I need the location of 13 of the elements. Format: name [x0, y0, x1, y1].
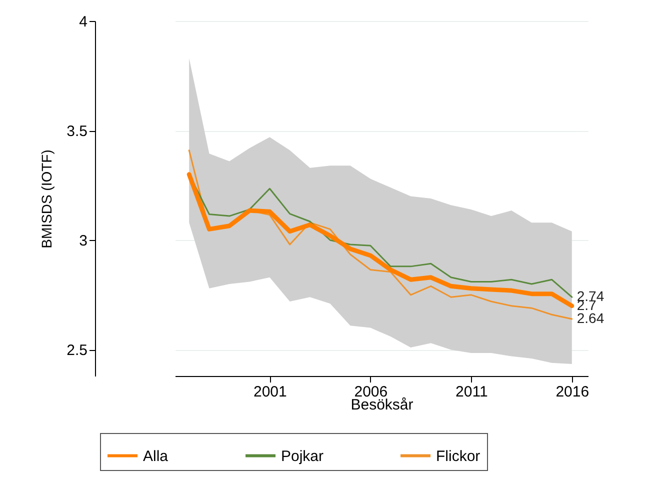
y-tick-label: 2.5	[66, 342, 88, 360]
legend-label: Flickor	[436, 448, 480, 465]
legend-label: Alla	[143, 448, 169, 465]
y-tick-label: 3	[79, 232, 88, 250]
data-label: 2.64	[576, 310, 604, 326]
legend-label: Pojkar	[281, 448, 324, 465]
x-tick-label: 2001	[254, 384, 287, 400]
y-tick-label: 4	[79, 14, 88, 30]
x-axis-title: Besöksår	[350, 396, 414, 414]
x-tick-label: 2016	[556, 384, 590, 400]
y-tick-label: 3.5	[66, 123, 88, 140]
x-tick-label: 2011	[456, 384, 488, 400]
y-axis-title: BMISDS (IOTF)	[38, 150, 55, 248]
